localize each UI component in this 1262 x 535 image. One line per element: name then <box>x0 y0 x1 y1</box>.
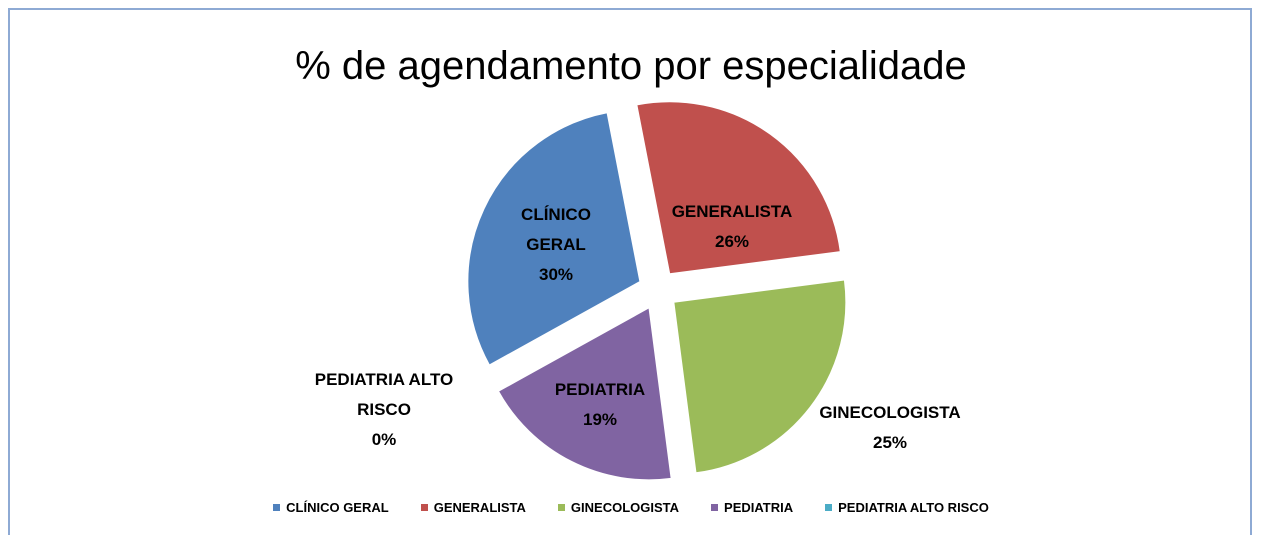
legend-item: GINECOLOGISTA <box>557 500 680 515</box>
data-label-value: 19% <box>582 410 618 429</box>
legend: CLÍNICO GERAL GENERALISTA GINECOLOGISTA PED… <box>0 500 1262 515</box>
pie-slice <box>489 299 641 384</box>
data-label-category: GINECOLOGISTA <box>819 403 961 422</box>
pie-slice <box>497 307 672 481</box>
data-label: GINECOLOGISTA 25% <box>815 398 965 458</box>
data-label: GENERALISTA 26% <box>657 197 807 257</box>
legend-label: PEDIATRIA <box>724 500 794 515</box>
data-label: CLÍNICO GERAL 30% <box>516 200 596 290</box>
pie-slice <box>673 279 847 474</box>
chart-title: % de agendamento por especialidade <box>295 44 967 88</box>
pie-slice <box>467 112 641 366</box>
legend-item: GENERALISTA <box>420 500 526 515</box>
data-label-category: CLÍNICO GERAL <box>521 205 591 254</box>
legend-label: CLÍNICO GERAL <box>286 500 389 515</box>
data-label-category: GENERALISTA <box>671 202 793 221</box>
legend-swatch <box>420 504 428 511</box>
data-label-category: PEDIATRIA <box>554 380 646 399</box>
data-label-category: PEDIATRIA ALTO RISCO <box>314 370 454 419</box>
legend-swatch <box>557 504 565 511</box>
legend-item: PEDIATRIA <box>711 500 793 515</box>
data-label: PEDIATRIA 19% <box>525 375 675 435</box>
data-label-value: 30% <box>538 265 574 284</box>
legend-label: GENERALISTA <box>433 500 526 515</box>
legend-swatch <box>273 504 281 511</box>
data-label: PEDIATRIA ALTO RISCO 0% <box>309 365 459 455</box>
legend-label: GINECOLOGISTA <box>570 500 680 515</box>
pie-slice <box>636 101 841 275</box>
legend-swatch <box>711 504 719 511</box>
data-label-value: 0% <box>371 430 397 449</box>
legend-item: CLÍNICO GERAL <box>273 500 389 515</box>
data-label-value: 25% <box>872 433 908 452</box>
legend-label: PEDIATRIA ALTO RISCO <box>838 500 989 515</box>
chart-frame <box>8 8 1252 535</box>
data-label-value: 26% <box>714 232 750 251</box>
legend-swatch <box>825 504 833 511</box>
legend-item: PEDIATRIA ALTO RISCO <box>825 500 989 515</box>
